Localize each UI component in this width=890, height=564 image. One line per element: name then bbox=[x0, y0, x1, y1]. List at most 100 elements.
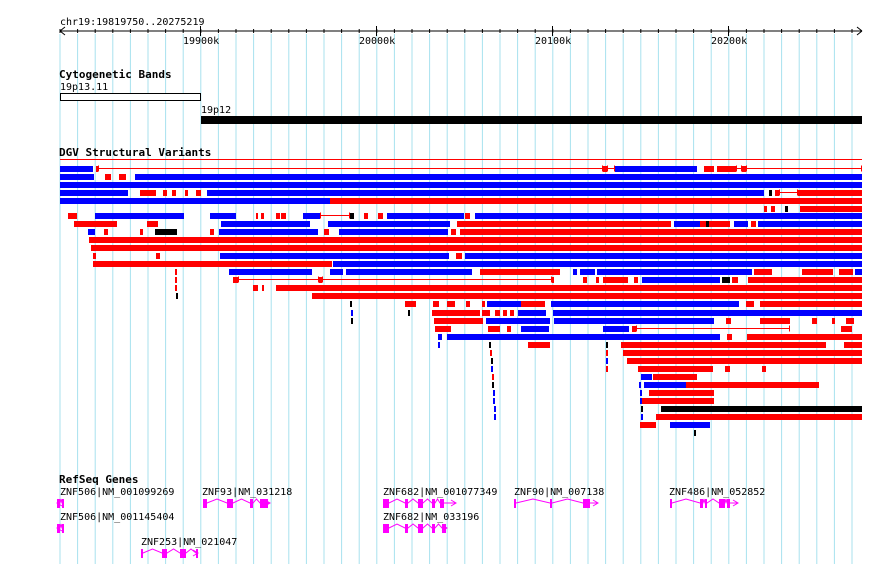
variant-bar[interactable] bbox=[642, 398, 714, 404]
variant-bar[interactable] bbox=[88, 229, 95, 235]
variant-bar[interactable] bbox=[435, 326, 451, 332]
variant-bar[interactable] bbox=[89, 237, 862, 243]
variant-bar[interactable] bbox=[487, 301, 521, 307]
gene-exon[interactable] bbox=[405, 524, 408, 533]
variant-bar[interactable] bbox=[387, 213, 464, 219]
variant-tick[interactable] bbox=[492, 374, 494, 380]
variant-bar[interactable] bbox=[147, 221, 158, 227]
variant-bar[interactable] bbox=[841, 326, 852, 332]
variant-tick[interactable] bbox=[640, 398, 642, 404]
variant-bar[interactable] bbox=[339, 229, 448, 235]
variant-bar[interactable] bbox=[438, 334, 442, 340]
gene-exon[interactable] bbox=[442, 524, 446, 533]
variant-tick[interactable] bbox=[606, 342, 608, 348]
right-arrow-icon[interactable] bbox=[856, 26, 863, 36]
variant-tick[interactable] bbox=[639, 382, 641, 388]
variant-tick[interactable] bbox=[351, 310, 353, 316]
gene-exon[interactable] bbox=[440, 499, 444, 508]
variant-bar[interactable] bbox=[554, 318, 714, 324]
variant-bar[interactable] bbox=[465, 253, 862, 259]
variant-bar[interactable] bbox=[742, 166, 746, 172]
variant-bar[interactable] bbox=[432, 310, 480, 316]
variant-bar[interactable] bbox=[573, 269, 577, 275]
variant-bar[interactable] bbox=[734, 221, 748, 227]
variant-bar[interactable] bbox=[686, 382, 819, 388]
variant-bar[interactable] bbox=[60, 190, 128, 196]
variant-tick[interactable] bbox=[350, 301, 352, 307]
gene-exon[interactable] bbox=[383, 499, 389, 508]
gene-exon[interactable] bbox=[583, 499, 590, 508]
variant-bar[interactable] bbox=[762, 366, 766, 372]
variant-tick[interactable] bbox=[490, 350, 492, 356]
variant-bar[interactable] bbox=[603, 326, 629, 332]
variant-bar[interactable] bbox=[642, 277, 720, 283]
variant-bar[interactable] bbox=[597, 269, 752, 275]
variant-bar[interactable] bbox=[155, 229, 177, 235]
variant-bar[interactable] bbox=[346, 269, 472, 275]
variant-bar[interactable] bbox=[328, 221, 450, 227]
variant-bar[interactable] bbox=[832, 318, 835, 324]
variant-bar[interactable] bbox=[521, 301, 545, 307]
variant-bar[interactable] bbox=[706, 221, 709, 227]
variant-bar[interactable] bbox=[480, 269, 560, 275]
variant-tick[interactable] bbox=[606, 350, 608, 356]
variant-bar[interactable] bbox=[475, 213, 862, 219]
variant-bar[interactable] bbox=[488, 326, 500, 332]
variant-bar[interactable] bbox=[751, 221, 756, 227]
gene-exon[interactable] bbox=[700, 499, 703, 508]
variant-bar[interactable] bbox=[457, 221, 671, 227]
gene-exon[interactable] bbox=[670, 499, 672, 508]
variant-bar[interactable] bbox=[405, 301, 416, 307]
variant-tick[interactable] bbox=[493, 398, 495, 404]
variant-bar[interactable] bbox=[91, 245, 862, 251]
variant-tick[interactable] bbox=[175, 277, 177, 283]
variant-bar[interactable] bbox=[644, 382, 686, 388]
variant-tick[interactable] bbox=[641, 414, 643, 420]
variant-bar[interactable] bbox=[800, 206, 862, 212]
variant-tick[interactable] bbox=[493, 390, 495, 396]
variant-bar[interactable] bbox=[640, 422, 656, 428]
variant-bar[interactable] bbox=[156, 253, 160, 259]
variant-bar[interactable] bbox=[615, 166, 697, 172]
gene-exon[interactable] bbox=[727, 499, 730, 508]
variant-tick[interactable] bbox=[491, 358, 493, 364]
variant-tick[interactable] bbox=[492, 382, 494, 388]
variant-bar[interactable] bbox=[785, 206, 788, 212]
gene-label-znf506-a[interactable]: ZNF506|NM_001099269 bbox=[60, 487, 174, 498]
variant-tick[interactable] bbox=[641, 406, 643, 412]
variant-bar[interactable] bbox=[60, 174, 94, 180]
variant-bar[interactable] bbox=[210, 229, 214, 235]
band-19p12[interactable] bbox=[201, 116, 862, 124]
variant-bar[interactable] bbox=[210, 213, 236, 219]
variant-bar[interactable] bbox=[276, 213, 280, 219]
variant-bar[interactable] bbox=[281, 213, 286, 219]
variant-bar[interactable] bbox=[727, 334, 732, 340]
variant-bar[interactable] bbox=[634, 277, 638, 283]
variant-bar[interactable] bbox=[722, 277, 730, 283]
variant-tick[interactable] bbox=[606, 358, 608, 364]
variant-bar[interactable] bbox=[221, 221, 310, 227]
variant-bar[interactable] bbox=[220, 253, 449, 259]
gene-label-znf253[interactable]: ZNF253|NM_021047 bbox=[141, 537, 237, 548]
variant-bar[interactable] bbox=[466, 301, 470, 307]
variant-tick[interactable] bbox=[494, 414, 496, 420]
gene-exon[interactable] bbox=[418, 499, 423, 508]
variant-bar[interactable] bbox=[465, 213, 470, 219]
variant-bar[interactable] bbox=[460, 229, 862, 235]
variant-bar[interactable] bbox=[140, 229, 143, 235]
variant-bar[interactable] bbox=[74, 221, 117, 227]
variant-bar[interactable] bbox=[495, 310, 500, 316]
gene-exon[interactable] bbox=[514, 499, 516, 508]
variant-bar[interactable] bbox=[839, 269, 853, 275]
variant-bar[interactable] bbox=[93, 261, 332, 267]
variant-bar[interactable] bbox=[119, 174, 126, 180]
variant-bar[interactable] bbox=[704, 166, 714, 172]
variant-bar[interactable] bbox=[748, 277, 862, 283]
variant-bar[interactable] bbox=[104, 229, 108, 235]
variant-tick[interactable] bbox=[351, 318, 353, 324]
variant-bar[interactable] bbox=[661, 406, 862, 412]
variant-bar[interactable] bbox=[233, 277, 238, 283]
gene-exon[interactable] bbox=[62, 499, 64, 508]
variant-bar[interactable] bbox=[580, 269, 595, 275]
variant-bar[interactable] bbox=[447, 334, 720, 340]
